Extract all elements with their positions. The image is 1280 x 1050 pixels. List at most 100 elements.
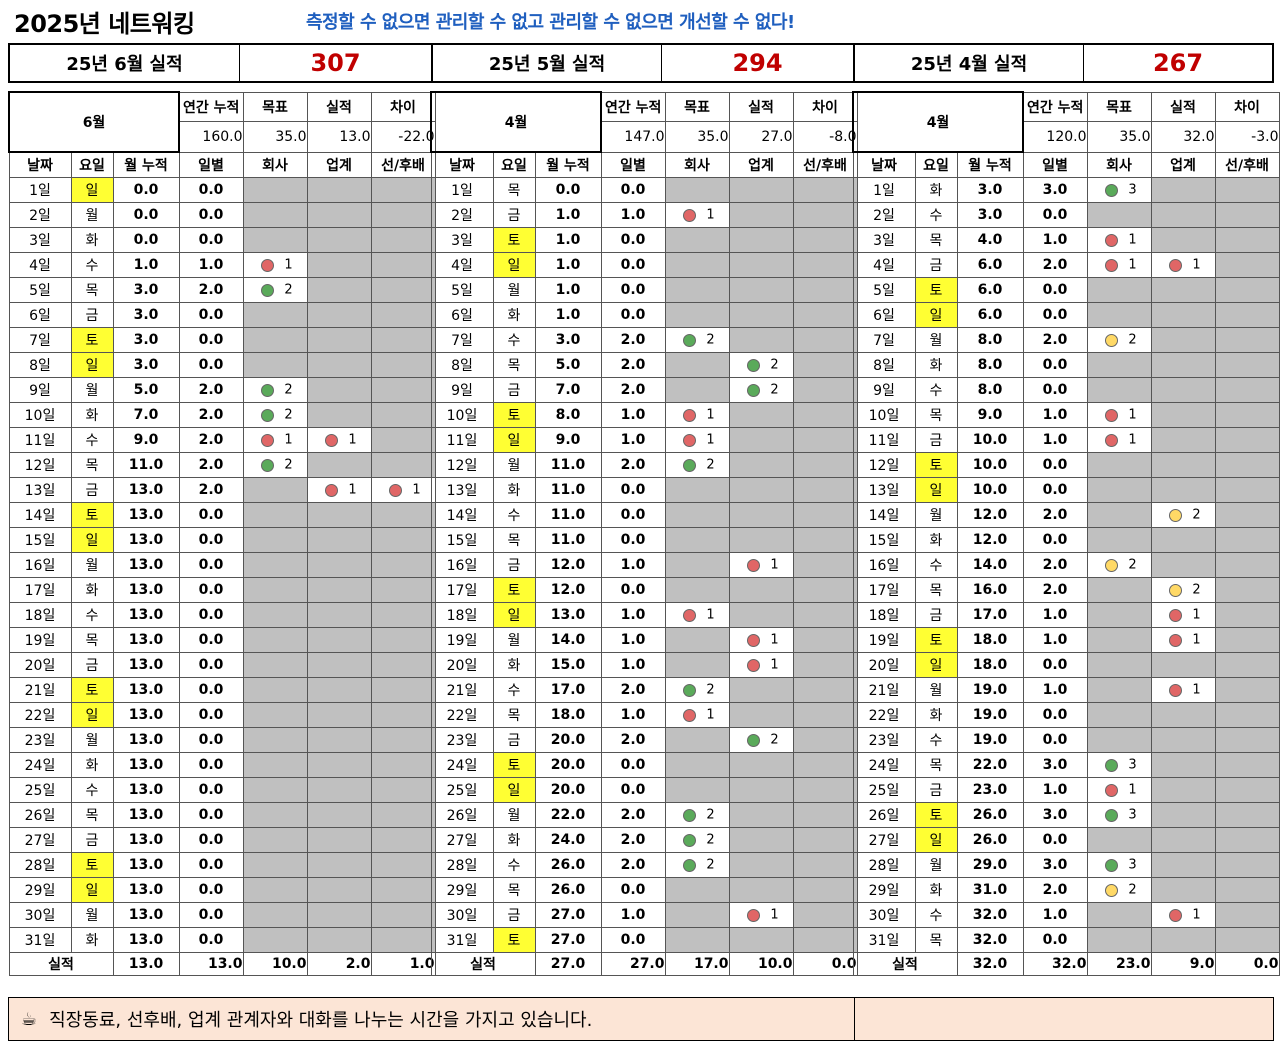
- table-row: 15일 화 12.0 0.0: [852, 527, 1280, 553]
- table-row: 16일 수 14.0 2.0 2: [852, 552, 1280, 578]
- month-table: 4월 연간 누적 목표 실적 차이 120.0 35.0 32.0 -3.0 날짜 요일 월 누적 일별…: [852, 91, 1280, 976]
- industry-cell: [728, 427, 794, 453]
- cumulative-cell: 5.0: [112, 377, 180, 403]
- daily-col-header: 일별: [1022, 151, 1088, 178]
- industry-cell: [728, 527, 794, 553]
- weekday-cell: 화: [914, 702, 958, 728]
- company-cell: [242, 477, 308, 503]
- senior-cell: [1214, 252, 1280, 278]
- senior-cell: [1214, 677, 1280, 703]
- date-cell: 27일: [8, 827, 72, 853]
- status-yellow-icon: [1105, 333, 1119, 347]
- company-cell: [664, 752, 730, 778]
- diff-header: 차이: [792, 91, 858, 122]
- company-cell: 1: [664, 202, 730, 228]
- note-text: 직장동료, 선후배, 업계 관계자와 대화를 나누는 시간을 가지고 있습니다.: [49, 1010, 593, 1031]
- senior-cell: [1214, 227, 1280, 253]
- senior-cell: [1214, 552, 1280, 578]
- company-cell: [1086, 302, 1152, 328]
- status-red-icon: [325, 433, 339, 447]
- industry-cell: [306, 527, 372, 553]
- weekday-cell: 일: [70, 702, 114, 728]
- table-row: 9일 월 5.0 2.0 2: [8, 377, 436, 403]
- industry-cell: [728, 802, 794, 828]
- senior-cell: [792, 777, 858, 803]
- senior-cell: [1214, 777, 1280, 803]
- date-cell: 5일: [8, 277, 72, 303]
- senior-cell: [1214, 177, 1280, 203]
- status-red-icon: [747, 908, 761, 922]
- status-red-icon: [261, 258, 275, 272]
- company-cell: [1086, 377, 1152, 403]
- senior-cell: [1214, 927, 1280, 953]
- industry-cell: [728, 327, 794, 353]
- date-cell: 22일: [852, 702, 916, 728]
- industry-count: 1: [770, 632, 779, 648]
- daily-cell: 0.0: [178, 927, 244, 953]
- company-cell: 2: [1086, 327, 1152, 353]
- footer-row: 실적 32.0 32.0 23.0 9.0 0.0: [852, 952, 1280, 976]
- senior-cell: [1214, 302, 1280, 328]
- cumulative-cell: 13.0: [112, 877, 180, 903]
- senior-cell: [1214, 202, 1280, 228]
- cumulative-cell: 13.0: [112, 777, 180, 803]
- cumulative-cell: 26.0: [956, 802, 1024, 828]
- weekday-col-header: 요일: [914, 151, 958, 178]
- status-green-icon: [683, 333, 697, 347]
- weekday-cell: 일: [70, 177, 114, 203]
- industry-cell: [1150, 652, 1216, 678]
- table-row: 6일 화 1.0 0.0: [430, 302, 858, 328]
- weekday-cell: 금: [914, 427, 958, 453]
- table-row: 28일 수 26.0 2.0 2: [430, 852, 858, 878]
- table-row: 26일 월 22.0 2.0 2: [430, 802, 858, 828]
- senior-cell: [792, 227, 858, 253]
- weekday-cell: 토: [70, 502, 114, 528]
- date-cell: 30일: [430, 902, 494, 928]
- company-cell: [664, 227, 730, 253]
- company-count: 1: [1128, 432, 1137, 448]
- status-yellow-icon: [1169, 508, 1183, 522]
- industry-cell: [306, 902, 372, 928]
- daily-cell: 1.0: [1022, 602, 1088, 628]
- cumulative-cell: 0.0: [112, 227, 180, 253]
- date-cell: 21일: [8, 677, 72, 703]
- annual-header: 연간 누적: [178, 91, 244, 122]
- table-row: 1일 일 0.0 0.0: [8, 177, 436, 203]
- weekday-cell: 수: [492, 852, 536, 878]
- date-cell: 8일: [8, 352, 72, 378]
- senior-cell: [792, 852, 858, 878]
- weekday-cell: 금: [914, 252, 958, 278]
- weekday-cell: 월: [70, 902, 114, 928]
- date-cell: 11일: [430, 427, 494, 453]
- industry-cell: [728, 277, 794, 303]
- daily-cell: 0.0: [1022, 202, 1088, 228]
- daily-cell: 1.0: [600, 627, 666, 653]
- company-cell: 1: [1086, 252, 1152, 278]
- industry-cell: [728, 502, 794, 528]
- table-row: 31일 토 27.0 0.0: [430, 927, 858, 953]
- senior-cell: [792, 802, 858, 828]
- daily-cell: 0.0: [178, 702, 244, 728]
- status-red-icon: [1169, 258, 1183, 272]
- industry-cell: 1: [728, 902, 794, 928]
- industry-cell: [306, 577, 372, 603]
- daily-cell: 0.0: [178, 827, 244, 853]
- weekday-cell: 월: [914, 677, 958, 703]
- status-red-icon: [1169, 908, 1183, 922]
- company-cell: [664, 877, 730, 903]
- date-cell: 25일: [852, 777, 916, 803]
- annual-value: 160.0: [178, 120, 244, 153]
- weekday-cell: 일: [70, 527, 114, 553]
- table-row: 11일 수 9.0 2.0 1 1: [8, 427, 436, 453]
- cumulative-cell: 0.0: [534, 177, 602, 203]
- status-green-icon: [683, 833, 697, 847]
- company-count: 1: [706, 707, 715, 723]
- weekday-cell: 화: [70, 752, 114, 778]
- status-red-icon: [1105, 433, 1119, 447]
- industry-cell: 1: [728, 627, 794, 653]
- daily-cell: 0.0: [178, 777, 244, 803]
- footer-cumulative: 32.0: [956, 952, 1024, 976]
- cumulative-cell: 19.0: [956, 702, 1024, 728]
- weekday-cell: 토: [492, 227, 536, 253]
- company-cell: [242, 327, 308, 353]
